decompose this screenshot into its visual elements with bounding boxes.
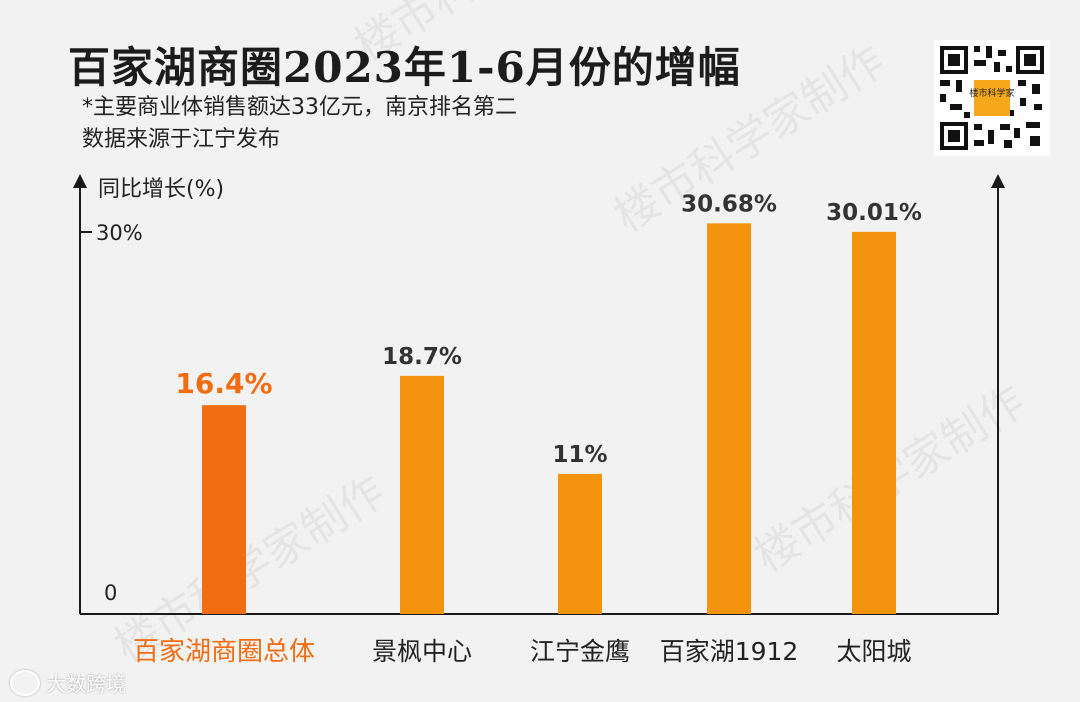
x-tick-label: 景枫中心 [372, 637, 472, 666]
footer-logo: 大数跨境 [10, 668, 126, 697]
bar-value-label: 18.7% [382, 344, 462, 370]
bar-value-label: 30.68% [681, 191, 777, 217]
x-tick-label: 百家湖商圈总体 [133, 637, 315, 667]
chart-bars [202, 223, 896, 614]
footer-logo-text: 大数跨境 [46, 672, 126, 696]
bar-value-label: 30.01% [826, 200, 922, 226]
bar [202, 405, 246, 614]
qr-code-icon: 楼市科学家 [934, 40, 1050, 156]
right-axis-arrow-icon [991, 174, 1005, 188]
x-tick-label: 百家湖1912 [660, 637, 799, 666]
chart-title: 百家湖商圈2023年1-6月份的增幅 [68, 43, 741, 92]
bar [852, 231, 896, 614]
bar-value-label: 16.4% [175, 367, 272, 400]
bar [558, 473, 602, 614]
y-tick-label: 0 [104, 581, 117, 605]
chart-subtitle: *主要商业体销售额达33亿元，南京排名第二 数据来源于江宁发布 [82, 92, 517, 156]
subtitle-line-2: 数据来源于江宁发布 [82, 127, 281, 152]
bar [707, 223, 751, 614]
chart-labels: 16.4% 百家湖商圈总体 18.7% 景枫中心 11% 江宁金鹰 30.68% 百家湖191… [133, 191, 922, 667]
x-tick-label: 太阳城 [836, 637, 911, 666]
qr-badge-text: 楼市科学家 [969, 87, 1014, 99]
y-axis-label: 同比增长(%) [98, 177, 224, 202]
x-tick-label: 江宁金鹰 [530, 637, 630, 666]
bar-value-label: 11% [552, 442, 607, 468]
y-axis-arrow-icon [73, 174, 87, 188]
subtitle-line-1: *主要商业体销售额达33亿元，南京排名第二 [82, 95, 517, 120]
y-tick-label: 30% [96, 221, 143, 245]
bar [400, 375, 444, 614]
logo-ring-icon [10, 669, 40, 696]
